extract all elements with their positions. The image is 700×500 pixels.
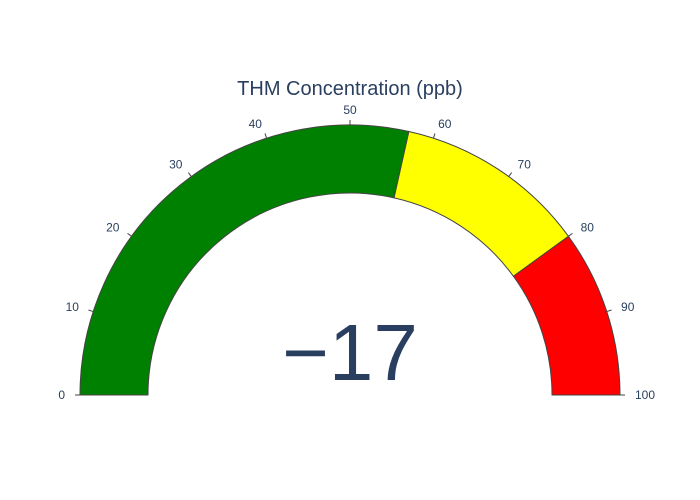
gauge-step-1 xyxy=(393,130,570,277)
gauge-bands xyxy=(79,124,621,396)
gauge-tick-mark xyxy=(606,309,612,313)
gauge-tick-label: 0 xyxy=(58,388,65,402)
gauge-tick-label: 40 xyxy=(249,117,263,131)
gauge-step-0 xyxy=(79,124,410,396)
gauge-tick-label: 20 xyxy=(106,220,120,234)
gauge-value: −17 xyxy=(282,308,418,397)
gauge-tick-label: 10 xyxy=(66,300,80,314)
gauge-tick-label: 100 xyxy=(635,388,655,402)
gauge-tick-label: 50 xyxy=(343,103,357,117)
gauge-tick-label: 60 xyxy=(438,117,452,131)
gauge-tick-label: 30 xyxy=(169,157,183,171)
gauge-tick-mark xyxy=(508,172,513,177)
gauge-tick-label: 90 xyxy=(621,300,635,314)
gauge-axis: 0 10 20 30 40 50 60 70 80 90 100 xyxy=(58,103,655,402)
gauge-tick-label: 80 xyxy=(581,220,595,234)
gauge-tick-mark xyxy=(187,172,192,177)
gauge-title: THM Concentration (ppb) xyxy=(237,78,463,100)
gauge-tick-mark xyxy=(568,232,573,237)
gauge-tick-mark xyxy=(432,133,436,139)
gauge-tick-mark xyxy=(127,232,132,237)
gauge-tick-mark xyxy=(88,309,94,313)
gauge-tick-label: 70 xyxy=(518,157,532,171)
gauge-tick-mark xyxy=(264,133,268,139)
